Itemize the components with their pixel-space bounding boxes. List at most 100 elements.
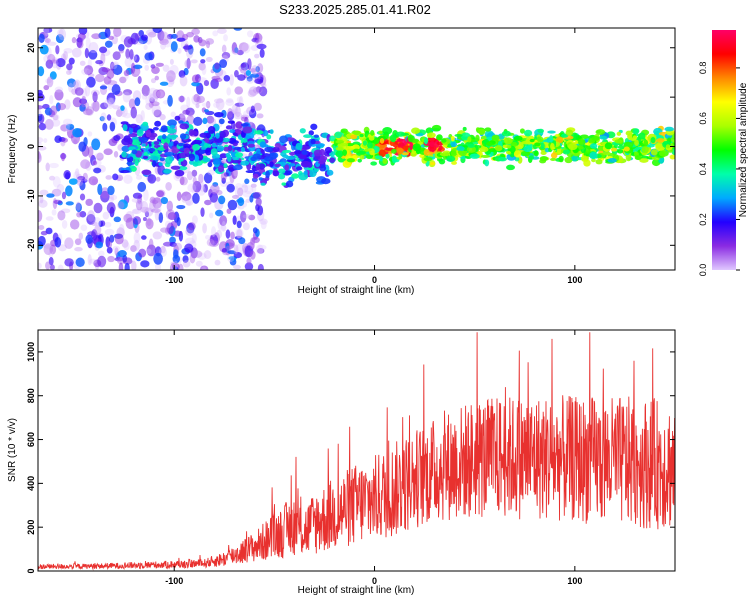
- spectrogram-cell: [43, 138, 48, 144]
- spectrogram-cell: [91, 138, 101, 151]
- spectrogram-cell: [233, 28, 243, 31]
- spectrogram-cell: [415, 132, 424, 137]
- spectrogram-cell: [114, 257, 124, 262]
- spectrogram-cell: [79, 60, 86, 66]
- spectrogram-cell: [173, 242, 183, 251]
- spectrogram-cell: [107, 80, 118, 86]
- spectrogram-cell: [160, 42, 166, 50]
- spectrogram-cell: [66, 70, 72, 75]
- spectrogram-cell: [104, 28, 111, 38]
- spectrogram-cell: [655, 142, 662, 149]
- spectrogram-cell: [130, 106, 137, 119]
- spectrogram-cell: [123, 69, 130, 77]
- spectrogram-cell: [301, 149, 308, 155]
- spectrogram-cell: [259, 141, 267, 148]
- spectrogram-cell: [450, 136, 455, 142]
- spectrogram-cell: [255, 66, 261, 73]
- spectrogram-cell: [274, 163, 281, 168]
- spectrogram-cell: [255, 162, 261, 171]
- spectrogram-cell: [88, 258, 97, 264]
- spectrogram-cell: [204, 136, 210, 144]
- spectrogram-cell: [91, 102, 97, 109]
- spectrogram-cell: [145, 218, 154, 230]
- spectrogram-cell: [591, 158, 596, 163]
- spectrogram-cell: [260, 182, 266, 186]
- spectrogram-cell: [94, 225, 102, 235]
- spectrogram-cell: [178, 95, 186, 103]
- spectrogram-cell: [133, 69, 142, 75]
- y-tick-label: 200: [26, 520, 36, 535]
- spectrogram-cell: [232, 215, 237, 226]
- spectrogram-cell: [373, 137, 379, 144]
- spectrogram-cell: [153, 141, 160, 146]
- spectrogram-cell: [318, 161, 325, 165]
- spectrogram-cell: [407, 134, 414, 143]
- spectrogram-cell: [178, 263, 184, 270]
- spectrogram-cell: [148, 87, 158, 100]
- spectrogram-cell: [81, 68, 91, 76]
- spectrogram-cell: [213, 98, 224, 104]
- spectrogram-cell: [232, 159, 242, 164]
- spectrogram-cell: [97, 183, 103, 196]
- spectrogram-cell: [229, 129, 236, 134]
- spectrogram-cell: [38, 151, 42, 163]
- spectrogram-cell: [144, 52, 153, 61]
- spectrogram-cell: [212, 182, 219, 187]
- spectrogram-cell: [423, 157, 433, 162]
- spectrogram-cell: [149, 200, 157, 213]
- spectrogram-cell: [250, 156, 257, 162]
- spectrogram-cell: [402, 145, 409, 151]
- spectrogram-cell: [106, 246, 113, 254]
- spectrogram-cell: [227, 199, 238, 211]
- spectrogram-cell: [88, 49, 98, 60]
- spectrogram-cell: [178, 165, 188, 171]
- spectrogram-cell: [138, 137, 149, 143]
- spectrogram-cell: [106, 114, 112, 121]
- y-tick-label: 0: [26, 144, 36, 149]
- spectrogram-cell: [50, 105, 58, 116]
- spectrogram-cell: [591, 135, 600, 141]
- spectrogram-cell: [466, 145, 476, 153]
- spectrogram-cell: [148, 238, 154, 251]
- spectrogram-cell: [295, 166, 303, 171]
- spectrogram-cell: [223, 172, 230, 177]
- spectrogram-cell: [208, 240, 219, 247]
- spectrogram-cell: [191, 233, 197, 244]
- spectrogram-cell: [247, 143, 255, 148]
- spectrogram-cell: [547, 130, 556, 134]
- spectrogram-cell: [180, 113, 186, 119]
- spectrogram-cell: [79, 180, 86, 191]
- spectrogram-cell: [189, 253, 196, 264]
- spectrogram-cell: [216, 229, 222, 239]
- spectrogram-cell: [209, 184, 220, 195]
- spectrogram-cell: [69, 219, 80, 230]
- spectrogram-cell: [436, 134, 443, 141]
- spectrogram-cell: [274, 143, 281, 148]
- spectrogram-cell: [121, 239, 129, 248]
- y-tick-label: -20: [26, 239, 36, 252]
- spectrogram-cell: [151, 66, 160, 74]
- spectrogram-cell: [177, 47, 182, 54]
- spectrogram-cell: [211, 226, 217, 238]
- spectrogram-cell: [469, 153, 480, 159]
- y-tick-label: 1000: [26, 342, 36, 362]
- spectrogram-cell: [227, 120, 235, 124]
- spectrogram-cell: [207, 169, 215, 176]
- spectrogram-cell: [44, 28, 50, 37]
- spectrogram-cell: [513, 150, 522, 158]
- spectrogram-cell: [148, 93, 155, 102]
- spectrogram-cell: [246, 30, 254, 38]
- spectrogram-cell: [234, 86, 244, 95]
- spectrogram-cell: [411, 127, 421, 134]
- spectrogram-cell: [85, 161, 92, 171]
- spectrogram-cell: [245, 70, 252, 77]
- spectrogram-cell: [45, 261, 51, 270]
- spectrogram-cell: [93, 167, 102, 174]
- spectrogram-cell: [179, 123, 190, 130]
- spectrogram-cell: [119, 170, 130, 174]
- spectrogram-cell: [124, 262, 130, 270]
- spectrogram-cell: [250, 105, 255, 113]
- spectrogram-cell: [102, 211, 110, 220]
- spectrogram-cell: [118, 49, 124, 54]
- spectrogram-cell: [169, 212, 176, 221]
